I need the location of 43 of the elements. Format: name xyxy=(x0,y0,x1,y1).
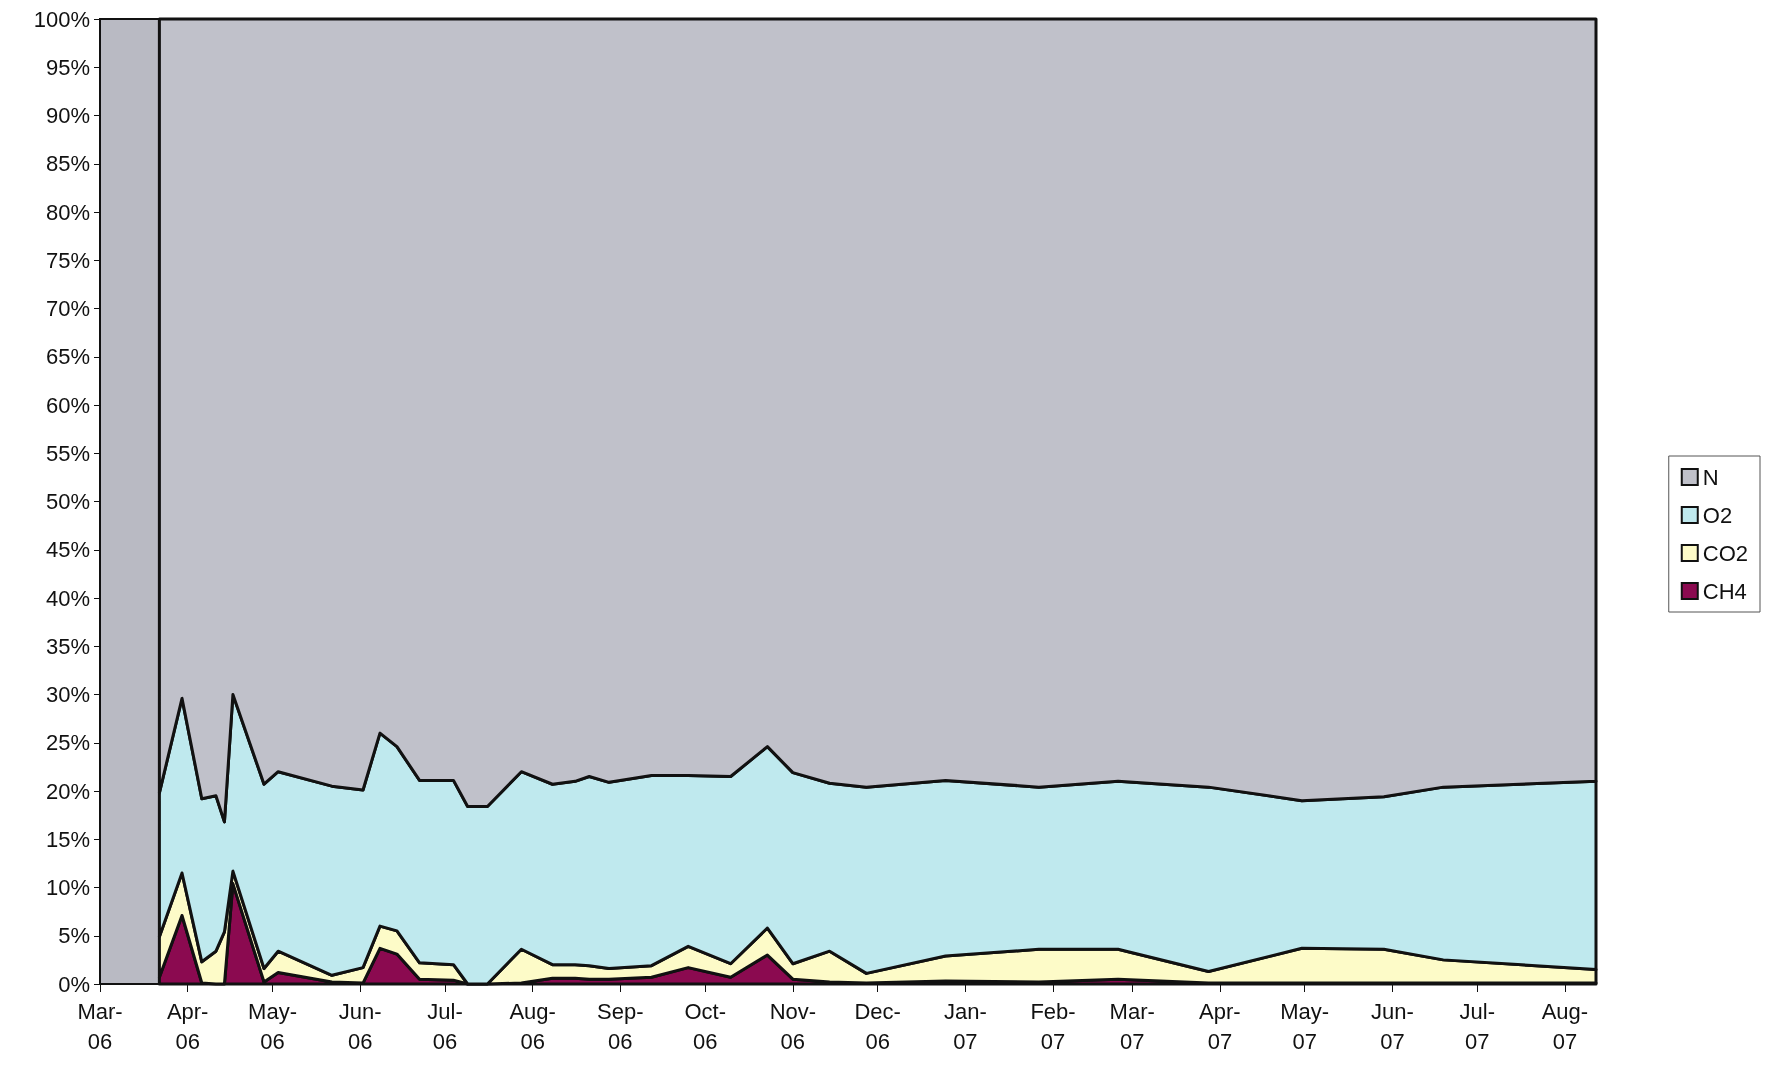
y-tick-label: 60% xyxy=(45,392,90,418)
y-tick-label: 35% xyxy=(45,633,90,659)
y-tick-label: 45% xyxy=(45,537,90,563)
x-tick-label: Jun-07 xyxy=(1370,998,1414,1054)
x-tick-label: Apr-06 xyxy=(166,998,209,1054)
x-tick-label: Aug-07 xyxy=(1541,998,1589,1054)
x-tick-label: Apr-07 xyxy=(1199,998,1241,1054)
y-tick-label: 80% xyxy=(45,199,90,225)
legend-label: CH4 xyxy=(1702,578,1747,604)
y-tick-label: 100% xyxy=(33,6,90,32)
y-tick-label: 5% xyxy=(58,923,90,949)
x-tick-label: Jan-07 xyxy=(943,998,987,1054)
x-tick-label: Mar-07 xyxy=(1109,998,1155,1054)
y-tick-label: 15% xyxy=(45,826,90,852)
x-tick-label: Nov-06 xyxy=(769,998,817,1054)
x-tick-label: Dec-06 xyxy=(854,998,901,1054)
legend-label: O2 xyxy=(1702,502,1733,528)
y-tick-label: 40% xyxy=(45,585,90,611)
x-tick-label: Jun-06 xyxy=(338,998,382,1054)
y-tick-label: 20% xyxy=(45,778,90,804)
y-tick-label: 10% xyxy=(45,875,90,900)
y-tick-label: 90% xyxy=(45,103,90,128)
y-tick-label: 0% xyxy=(58,971,90,997)
legend-label: N xyxy=(1702,464,1719,490)
y-tick-label: 50% xyxy=(45,489,90,514)
x-tick-label: May-07 xyxy=(1280,998,1330,1054)
y-tick-label: 65% xyxy=(45,344,90,370)
y-tick-label: 75% xyxy=(45,247,90,273)
x-tick-label: Jul-07 xyxy=(1459,998,1495,1054)
x-tick-label: Jul-06 xyxy=(427,998,463,1054)
y-tick-label: 95% xyxy=(45,54,90,80)
x-tick-label: May-06 xyxy=(248,998,297,1054)
x-tick-label: Mar-06 xyxy=(77,998,123,1054)
x-tick-label: Feb-07 xyxy=(1030,998,1076,1054)
x-tick-label: Aug-06 xyxy=(509,998,556,1054)
y-tick-label: 70% xyxy=(45,296,90,321)
y-tick-label: 30% xyxy=(45,682,90,707)
y-tick-label: 25% xyxy=(45,730,90,756)
x-tick-label: Sep-06 xyxy=(597,998,644,1054)
legend-label: CO2 xyxy=(1702,540,1749,566)
x-tick-label: Oct-06 xyxy=(684,998,726,1054)
y-tick-label: 55% xyxy=(45,440,90,466)
y-tick-label: 85% xyxy=(45,151,90,177)
